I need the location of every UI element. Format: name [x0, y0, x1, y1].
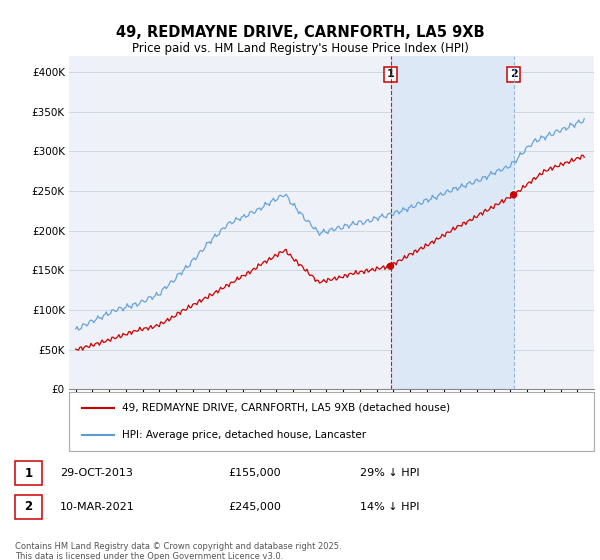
Text: 1: 1	[25, 466, 32, 480]
Text: 10-MAR-2021: 10-MAR-2021	[60, 502, 135, 512]
Text: Contains HM Land Registry data © Crown copyright and database right 2025.
This d: Contains HM Land Registry data © Crown c…	[15, 542, 341, 560]
Text: £155,000: £155,000	[228, 468, 281, 478]
Text: 2: 2	[510, 69, 517, 80]
Text: 49, REDMAYNE DRIVE, CARNFORTH, LA5 9XB: 49, REDMAYNE DRIVE, CARNFORTH, LA5 9XB	[116, 25, 484, 40]
Text: 1: 1	[386, 69, 394, 80]
Bar	[391, 56, 514, 389]
Text: 2: 2	[25, 500, 32, 514]
Point	[386, 262, 395, 270]
Point	[509, 190, 518, 199]
FancyBboxPatch shape	[69, 392, 594, 451]
Text: 29% ↓ HPI: 29% ↓ HPI	[360, 468, 419, 478]
Text: 14% ↓ HPI: 14% ↓ HPI	[360, 502, 419, 512]
Text: 49, REDMAYNE DRIVE, CARNFORTH, LA5 9XB (detached house): 49, REDMAYNE DRIVE, CARNFORTH, LA5 9XB (…	[121, 403, 449, 413]
Text: HPI: Average price, detached house, Lancaster: HPI: Average price, detached house, Lanc…	[121, 430, 365, 440]
Text: 29-OCT-2013: 29-OCT-2013	[60, 468, 133, 478]
Text: £245,000: £245,000	[228, 502, 281, 512]
Text: Price paid vs. HM Land Registry's House Price Index (HPI): Price paid vs. HM Land Registry's House …	[131, 42, 469, 55]
